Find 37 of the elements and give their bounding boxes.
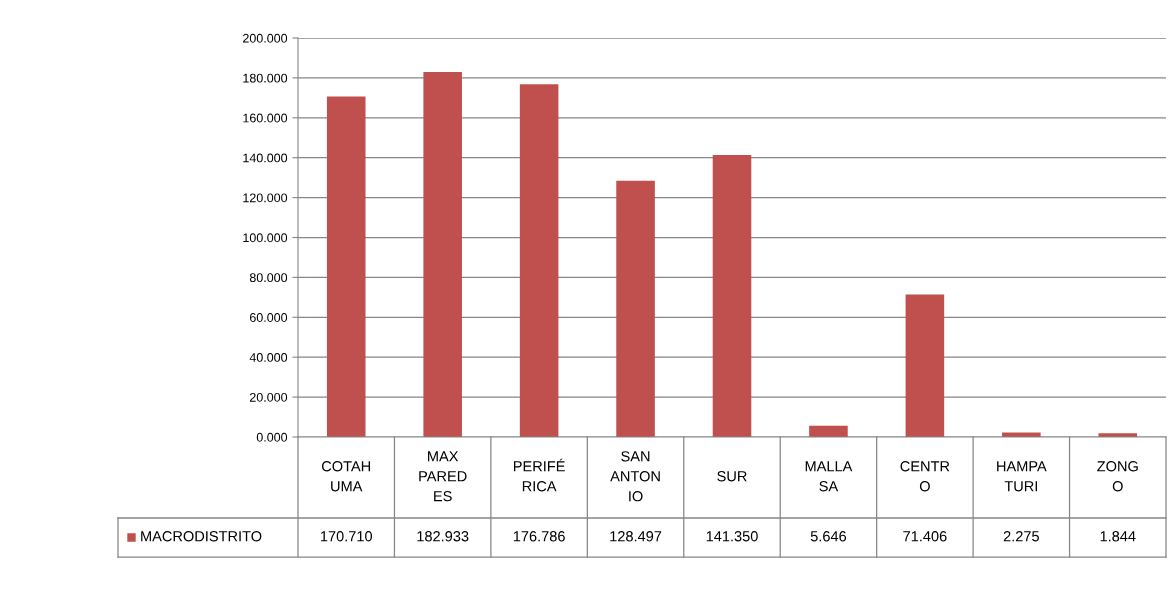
x-tick-label: MALLASA (805, 461, 853, 492)
bar (519, 84, 559, 437)
data-label: 176.786 (513, 531, 565, 542)
y-tick-label: 120.000 (243, 193, 288, 203)
data-label: 170.710 (320, 531, 373, 542)
y-tick-label: 140.000 (243, 153, 288, 163)
y-tick-label: 100.000 (243, 233, 288, 243)
y-tick-label: 80.000 (249, 273, 288, 283)
bar (423, 72, 462, 437)
bar (326, 96, 366, 437)
data-label: 5.646 (810, 531, 847, 542)
legend-label: MACRODISTRITO (141, 531, 262, 542)
x-tick-label: ZONGO (1097, 461, 1138, 492)
y-tick-label: 180.000 (243, 73, 288, 83)
y-tick-label: 200.000 (243, 33, 288, 43)
y-tick-label: 160.000 (243, 113, 288, 123)
data-label: 1.844 (1100, 531, 1136, 542)
x-tick-label: PERIFÉRICA (513, 458, 565, 492)
x-tick-label: CENTRO (900, 461, 950, 492)
bar (905, 294, 945, 437)
data-label: 182.933 (417, 531, 469, 542)
x-tick-label: HAMPATURI (997, 461, 1047, 492)
x-tick-label: SUR (717, 471, 747, 482)
y-tick-label: 60.000 (249, 313, 288, 322)
x-tick-label: MAX PAREDES (419, 451, 467, 502)
bar (712, 155, 752, 437)
x-tick-label: COTAHUMA (321, 461, 371, 492)
x-tick-label: SAN ANTONIO (610, 451, 660, 502)
data-label: 128.497 (610, 531, 662, 542)
data-label: 2.275 (1003, 531, 1039, 542)
data-label: 141.350 (706, 531, 758, 542)
y-tick-label: 40.000 (249, 353, 288, 362)
bar (809, 425, 848, 437)
y-tick-label: 0.000 (256, 432, 288, 442)
bar (616, 180, 655, 437)
y-tick-label: 20.000 (249, 392, 288, 402)
data-label: 71.406 (903, 531, 947, 542)
